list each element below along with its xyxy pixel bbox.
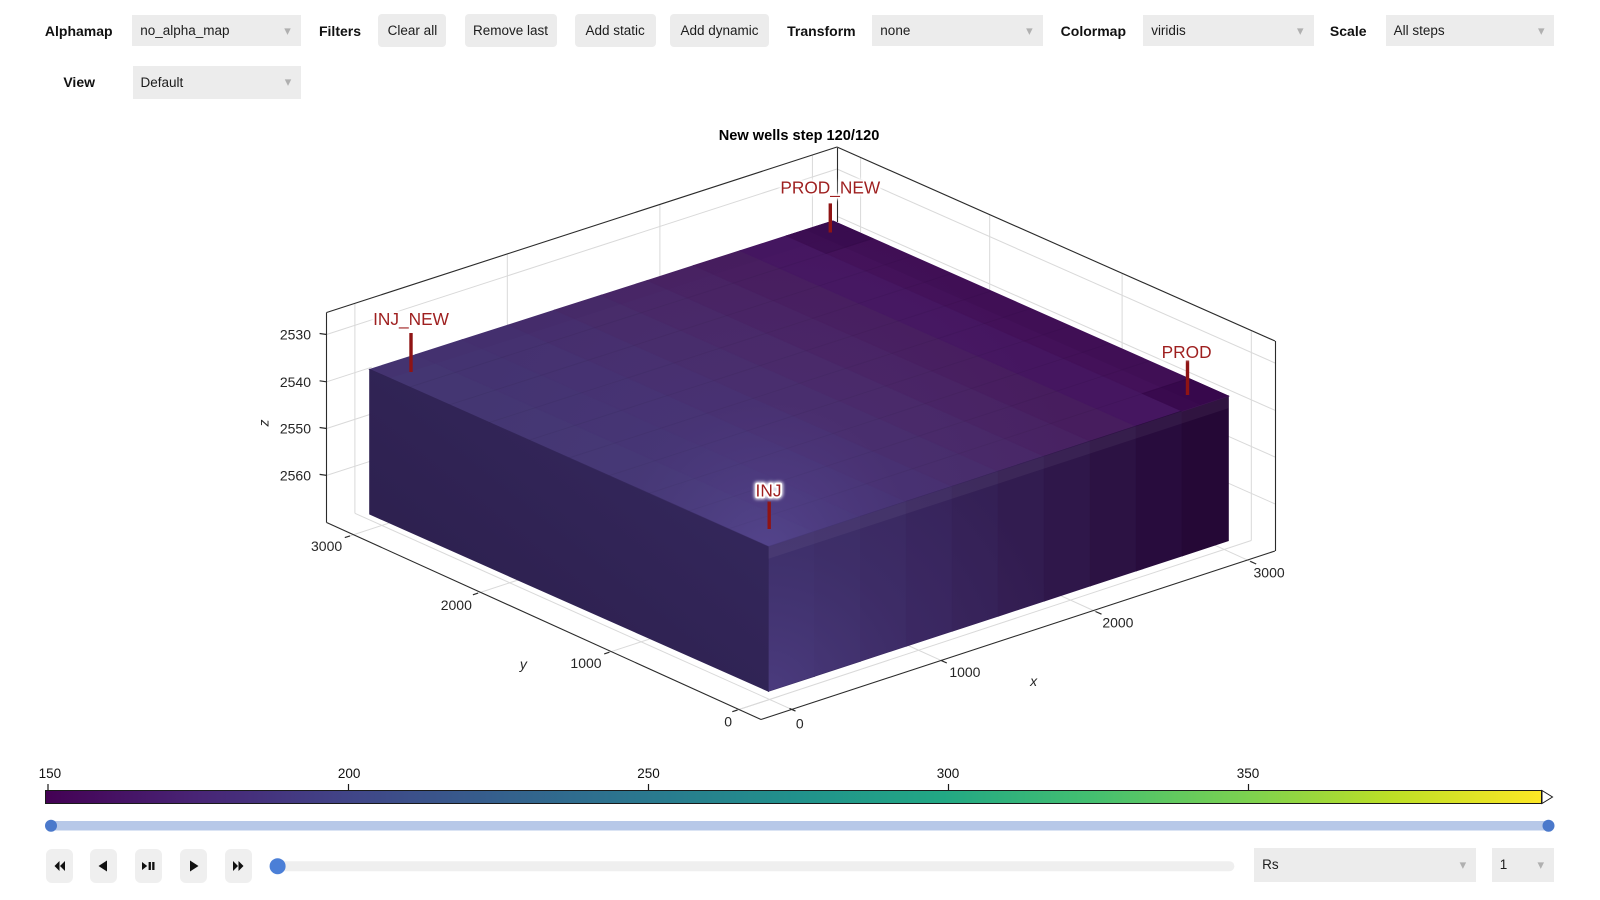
- svg-text:2560: 2560: [280, 467, 311, 483]
- svg-text:PROD: PROD: [1162, 342, 1212, 362]
- svg-text:1000: 1000: [949, 664, 980, 680]
- svg-text:INJ_NEW: INJ_NEW: [373, 309, 450, 329]
- svg-text:0: 0: [796, 716, 804, 732]
- svg-text:0: 0: [724, 714, 732, 730]
- svg-text:2530: 2530: [280, 327, 311, 343]
- svg-text:New wells step 120/120: New wells step 120/120: [719, 128, 880, 144]
- svg-text:2000: 2000: [1102, 614, 1133, 630]
- svg-text:2550: 2550: [280, 421, 311, 437]
- svg-text:PROD: PROD: [1162, 342, 1212, 362]
- svg-text:INJ: INJ: [756, 481, 782, 501]
- svg-text:3000: 3000: [311, 538, 342, 554]
- svg-text:2000: 2000: [441, 597, 472, 613]
- svg-text:2540: 2540: [280, 374, 311, 390]
- svg-text:INJ: INJ: [756, 481, 782, 501]
- svg-text:PROD_NEW: PROD_NEW: [780, 178, 881, 198]
- svg-text:INJ_NEW: INJ_NEW: [373, 309, 450, 329]
- svg-text:x: x: [1029, 673, 1038, 689]
- svg-text:y: y: [519, 656, 528, 672]
- svg-text:1000: 1000: [570, 655, 601, 671]
- svg-text:3000: 3000: [1254, 565, 1285, 581]
- svg-text:z: z: [256, 420, 272, 428]
- svg-text:PROD_NEW: PROD_NEW: [780, 178, 881, 198]
